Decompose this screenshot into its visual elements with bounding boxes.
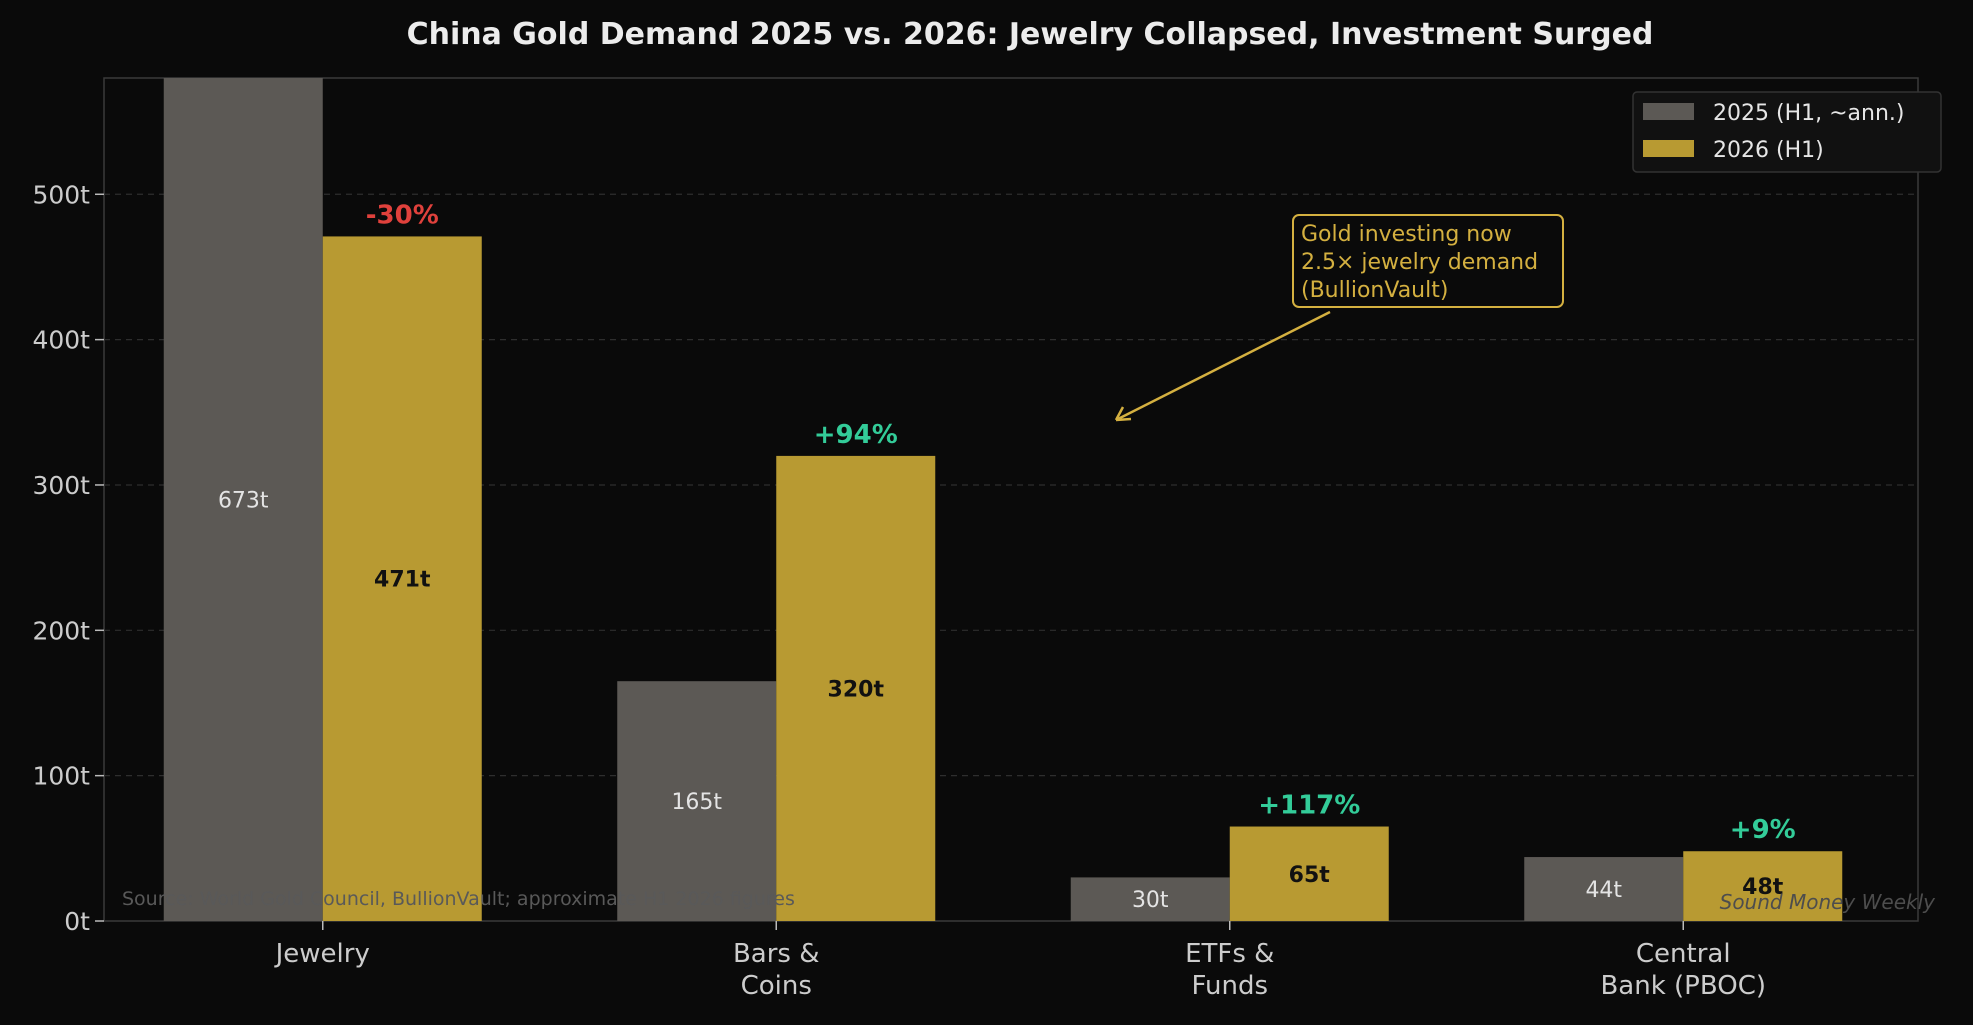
y-tick-label: 100t — [32, 762, 90, 791]
y-tick-label: 500t — [32, 180, 90, 209]
annotation-line-1: Gold investing now — [1301, 222, 1512, 247]
x-tick-label: Central — [1636, 939, 1731, 969]
bar-2025 — [1524, 857, 1684, 921]
bar-value-label: 48t — [1742, 875, 1784, 900]
bar-2025 — [617, 681, 777, 921]
bar-2026 — [1683, 851, 1843, 921]
bar-2026 — [1229, 826, 1389, 921]
y-tick-label: 300t — [32, 471, 90, 500]
change-label: -30% — [366, 200, 439, 230]
legend-swatch-2026 — [1643, 140, 1694, 157]
change-label: +117% — [1258, 791, 1360, 821]
x-tick-label: Funds — [1191, 971, 1268, 1001]
y-tick-label: 0t — [64, 907, 90, 936]
annotation-box — [1292, 214, 1564, 308]
annotation: Gold investing now 2.5× jewelry demand (… — [1114, 214, 1564, 422]
x-tick-label: ETFs & — [1185, 939, 1274, 969]
annotation-line-2: 2.5× jewelry demand — [1301, 250, 1538, 275]
legend-label-2025: 2025 (H1, ~ann.) — [1713, 101, 1904, 126]
change-label: +9% — [1730, 815, 1796, 845]
source-note: Source: World Gold Council, BullionVault… — [122, 888, 795, 910]
legend-swatch-2025 — [1643, 103, 1694, 120]
x-tick-label: Coins — [741, 971, 812, 1001]
bar-2026 — [776, 455, 936, 921]
legend-label-2026: 2026 (H1) — [1713, 138, 1824, 163]
bar-labels: 673t 471t -30% 165t 320t +94% 30t 65t +117% 44t 48… — [218, 200, 1796, 913]
y-tick-label: 400t — [32, 326, 90, 355]
bar-value-label: 30t — [1132, 888, 1169, 913]
x-axis: Jewelry Bars &Coins ETFs &Funds CentralBank… — [274, 921, 1766, 1001]
legend: 2025 (H1, ~ann.) 2026 (H1) — [1632, 91, 1942, 173]
annotation-arrowhead-icon — [1114, 406, 1132, 422]
bar-2025 — [1070, 877, 1230, 921]
bar-value-label: 471t — [374, 568, 431, 593]
bar-value-label: 44t — [1585, 878, 1622, 903]
bar-value-label: 320t — [828, 677, 885, 702]
legend-box — [1632, 91, 1942, 173]
annotation-line-3: (BullionVault) — [1301, 278, 1448, 303]
x-tick-label: Bank (PBOC) — [1600, 971, 1766, 1001]
y-axis: 0t 100t 200t 300t 400t 500t — [32, 180, 104, 936]
change-label: +94% — [814, 420, 898, 450]
watermark: Sound Money Weekly — [1720, 890, 1937, 914]
x-tick-label: Bars & — [733, 939, 820, 969]
bar-2025 — [163, 78, 323, 921]
annotation-arrow — [1115, 310, 1331, 422]
x-tick-label: Jewelry — [274, 939, 370, 969]
chart-title: China Gold Demand 2025 vs. 2026: Jewelry… — [407, 17, 1654, 52]
y-tick-label: 200t — [32, 616, 90, 645]
bars — [163, 78, 1843, 922]
bar-value-label: 673t — [218, 489, 269, 514]
bar-2026 — [322, 236, 482, 922]
bar-value-label: 65t — [1289, 863, 1331, 888]
bar-value-label: 165t — [671, 790, 722, 815]
